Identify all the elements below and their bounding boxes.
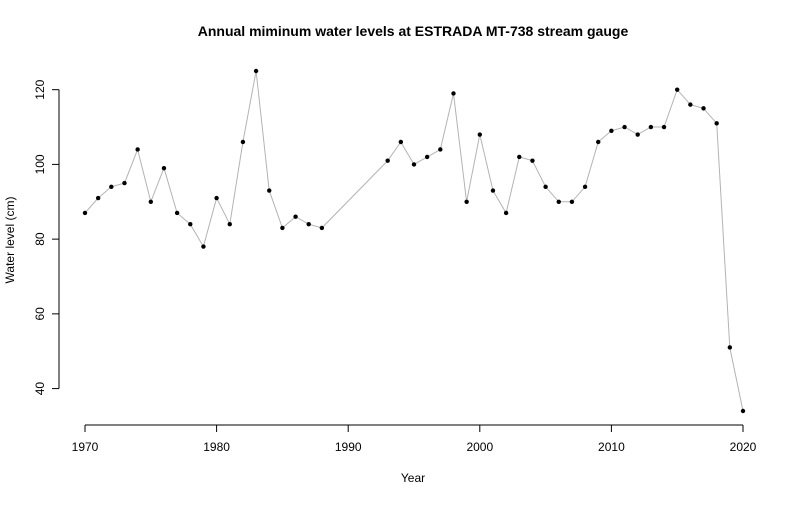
data-point (740, 408, 746, 414)
data-point (227, 221, 232, 227)
data-point (253, 68, 259, 74)
data-point (240, 139, 246, 145)
chart-title: Annual miminum water levels at ESTRADA M… (198, 23, 629, 39)
data-point (635, 132, 640, 137)
y-tick-label: 120 (33, 79, 47, 99)
data-point (727, 345, 733, 350)
data-point (661, 124, 667, 130)
data-point (596, 139, 601, 145)
y-axis: 40 60 80 100 120 (33, 79, 60, 396)
data-point (398, 139, 404, 145)
x-tick-label: 1970 (72, 440, 99, 454)
data-point (517, 154, 522, 160)
x-axis-label: Year (401, 471, 425, 485)
data-point (135, 147, 140, 152)
data-point (451, 91, 456, 96)
data-point (569, 199, 575, 204)
y-tick-label: 60 (33, 307, 47, 321)
y-tick-label: 80 (33, 232, 47, 246)
data-point (174, 210, 180, 216)
data-point (714, 121, 719, 126)
data-point (622, 124, 627, 130)
series-line (84, 70, 744, 412)
data-point (688, 102, 693, 107)
x-tick-label: 1990 (335, 440, 362, 454)
data-point (267, 188, 272, 193)
data-point (82, 210, 88, 216)
data-point (411, 162, 417, 167)
data-point (556, 199, 561, 204)
data-point (609, 128, 614, 133)
data-point (161, 165, 167, 171)
data-point (464, 199, 469, 204)
y-tick-label: 100 (33, 154, 47, 174)
data-point (701, 106, 706, 111)
data-point (214, 195, 219, 201)
data-point (148, 199, 153, 204)
x-tick-label: 2000 (466, 440, 493, 454)
data-point (648, 124, 654, 130)
data-point (543, 184, 548, 190)
x-axis: 1970 1980 1990 2000 2010 2020 (72, 424, 757, 454)
data-point (306, 221, 311, 227)
data-point (188, 221, 193, 227)
data-point (582, 184, 588, 190)
data-point (319, 225, 325, 231)
data-point (109, 184, 114, 190)
data-point (201, 244, 206, 249)
data-point (122, 180, 127, 186)
data-point (503, 210, 509, 216)
x-tick-label: 1980 (203, 440, 230, 454)
data-point (293, 214, 298, 219)
x-tick-label: 2020 (730, 440, 757, 454)
data-point (424, 154, 430, 160)
data-point (490, 188, 496, 193)
data-point (477, 132, 482, 137)
y-tick-label: 40 (33, 382, 47, 396)
data-point (438, 147, 443, 152)
data-point (675, 87, 680, 92)
data-point (95, 195, 101, 201)
data-point (530, 158, 535, 163)
x-tick-label: 2010 (598, 440, 625, 454)
data-point (280, 225, 285, 231)
y-axis-label: Water level (cm) (3, 197, 17, 284)
data-point (385, 158, 390, 163)
plot-area (82, 68, 746, 414)
